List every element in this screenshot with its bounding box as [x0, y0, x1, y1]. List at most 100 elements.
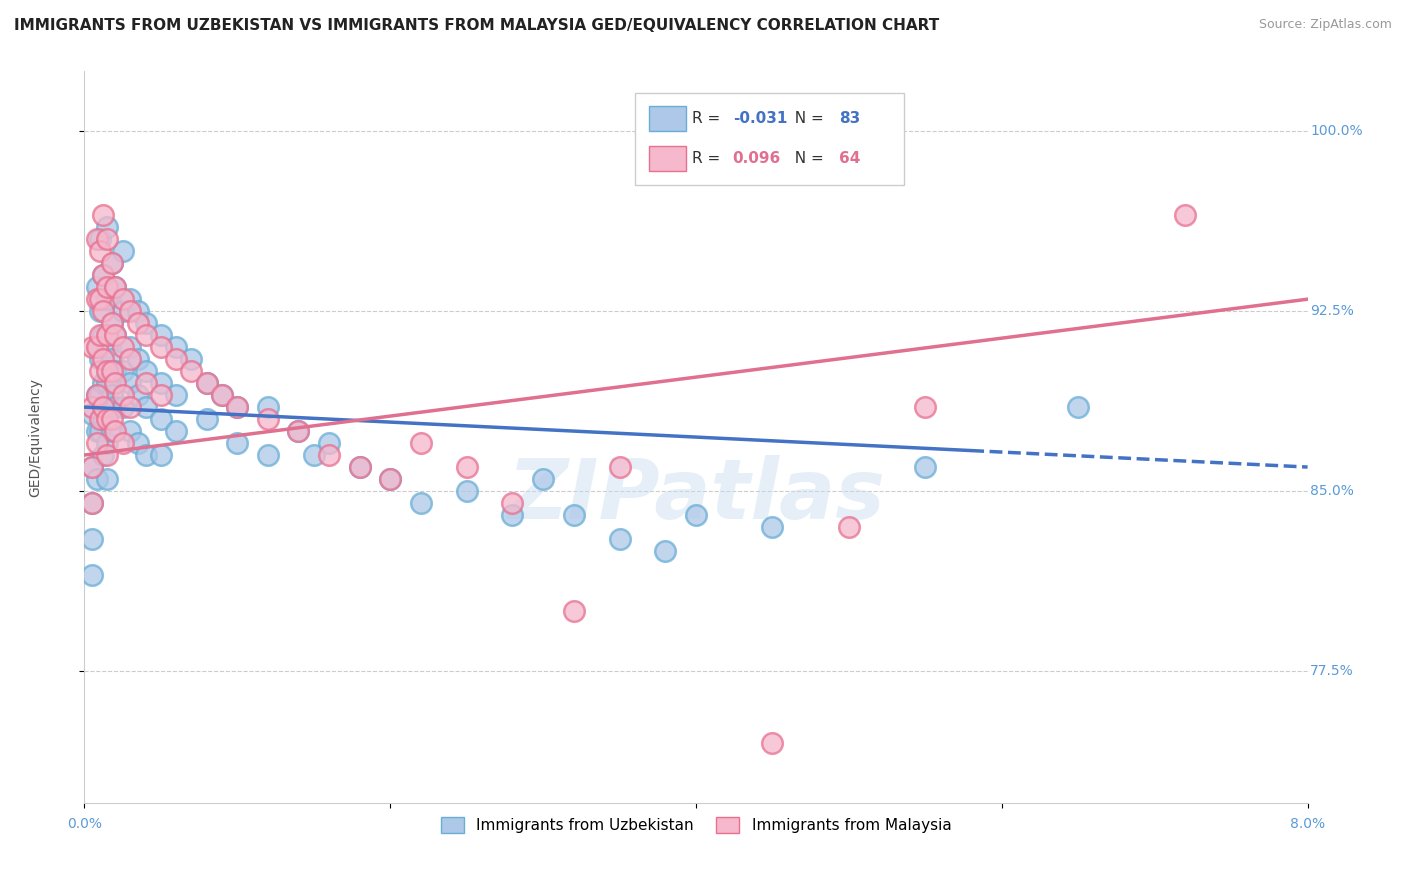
Point	[86, 424, 108, 438]
Point	[120, 352, 142, 367]
Point	[165, 340, 187, 354]
Point	[101, 412, 124, 426]
Text: R =: R =	[692, 112, 725, 127]
Point	[104, 280, 127, 294]
Point	[456, 460, 478, 475]
Text: GED/Equivalency: GED/Equivalency	[28, 377, 42, 497]
Point	[89, 388, 111, 402]
Text: 100.0%: 100.0%	[1310, 124, 1362, 138]
Point	[91, 400, 114, 414]
Point	[96, 280, 118, 294]
Text: Source: ZipAtlas.com: Source: ZipAtlas.com	[1258, 18, 1392, 31]
Point	[1067, 400, 1090, 414]
Point	[101, 352, 124, 367]
Point	[111, 244, 134, 259]
Point	[80, 532, 103, 546]
Point	[80, 460, 103, 475]
Point	[104, 328, 127, 343]
Point	[104, 328, 127, 343]
Point	[86, 340, 108, 354]
Point	[380, 472, 402, 486]
Point	[104, 400, 127, 414]
Point	[89, 424, 111, 438]
Point	[111, 436, 134, 450]
Point	[349, 460, 371, 475]
Point	[80, 400, 103, 414]
Legend: Immigrants from Uzbekistan, Immigrants from Malaysia: Immigrants from Uzbekistan, Immigrants f…	[434, 811, 957, 839]
Point	[86, 388, 108, 402]
Point	[101, 388, 124, 402]
Point	[349, 460, 371, 475]
Point	[211, 388, 233, 402]
Text: 0.096: 0.096	[733, 151, 780, 166]
Text: R =: R =	[692, 151, 725, 166]
Point	[104, 364, 127, 378]
Point	[86, 292, 108, 306]
Point	[195, 376, 218, 391]
Point	[86, 472, 108, 486]
Point	[91, 376, 114, 391]
Point	[91, 412, 114, 426]
Point	[101, 256, 124, 270]
Point	[609, 460, 631, 475]
Point	[111, 340, 134, 354]
Point	[91, 268, 114, 283]
Point	[914, 400, 936, 414]
Point	[127, 316, 149, 330]
Point	[96, 412, 118, 426]
Point	[654, 544, 676, 558]
Point	[302, 448, 325, 462]
Point	[149, 340, 172, 354]
Point	[86, 232, 108, 246]
Point	[89, 328, 111, 343]
Point	[96, 328, 118, 343]
Point	[165, 388, 187, 402]
Point	[96, 472, 118, 486]
Text: 77.5%: 77.5%	[1310, 664, 1354, 678]
Point	[91, 352, 114, 367]
Point	[91, 328, 114, 343]
Text: IMMIGRANTS FROM UZBEKISTAN VS IMMIGRANTS FROM MALAYSIA GED/EQUIVALENCY CORRELATI: IMMIGRANTS FROM UZBEKISTAN VS IMMIGRANTS…	[14, 18, 939, 33]
Point	[96, 232, 118, 246]
Point	[914, 460, 936, 475]
Point	[96, 364, 118, 378]
Point	[111, 388, 134, 402]
Point	[111, 400, 134, 414]
Point	[120, 376, 142, 391]
Point	[135, 400, 157, 414]
Point	[96, 340, 118, 354]
Text: 85.0%: 85.0%	[1310, 484, 1354, 498]
Point	[761, 736, 783, 750]
Point	[165, 352, 187, 367]
Point	[761, 520, 783, 534]
Point	[86, 340, 108, 354]
FancyBboxPatch shape	[650, 146, 686, 171]
Point	[91, 448, 114, 462]
Point	[502, 508, 524, 522]
Point	[180, 364, 202, 378]
Point	[211, 388, 233, 402]
Text: N =: N =	[786, 151, 830, 166]
Point	[257, 412, 280, 426]
Point	[562, 508, 585, 522]
Point	[318, 436, 340, 450]
Point	[120, 292, 142, 306]
Point	[104, 376, 127, 391]
Point	[101, 316, 124, 330]
Point	[502, 496, 524, 510]
Point	[120, 340, 142, 354]
Point	[257, 400, 280, 414]
Point	[287, 424, 309, 438]
Point	[86, 280, 108, 294]
Point	[120, 304, 142, 318]
Point	[149, 388, 172, 402]
Point	[135, 328, 157, 343]
Point	[456, 483, 478, 498]
Point	[89, 232, 111, 246]
Text: -0.031: -0.031	[733, 112, 787, 127]
Text: 92.5%: 92.5%	[1310, 304, 1354, 318]
Point	[195, 412, 218, 426]
Point	[101, 424, 124, 438]
Point	[226, 436, 249, 450]
Point	[96, 292, 118, 306]
